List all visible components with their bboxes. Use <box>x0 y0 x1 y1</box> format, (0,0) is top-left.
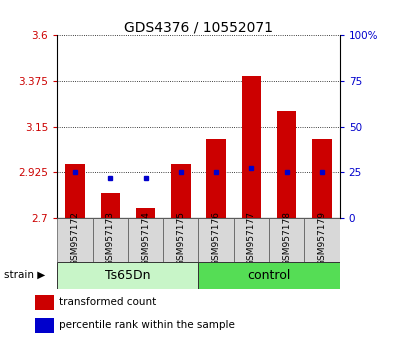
Text: strain ▶: strain ▶ <box>4 270 45 280</box>
Text: GSM957177: GSM957177 <box>247 211 256 267</box>
Text: GSM957175: GSM957175 <box>176 211 185 267</box>
FancyBboxPatch shape <box>234 218 269 262</box>
Title: GDS4376 / 10552071: GDS4376 / 10552071 <box>124 20 273 34</box>
Text: transformed count: transformed count <box>59 297 157 307</box>
Text: GSM957179: GSM957179 <box>318 211 327 267</box>
Bar <box>277 112 297 218</box>
FancyBboxPatch shape <box>57 262 199 289</box>
FancyBboxPatch shape <box>57 218 92 262</box>
Bar <box>136 207 155 218</box>
Text: GSM957172: GSM957172 <box>70 211 79 267</box>
Bar <box>35 318 54 332</box>
Text: percentile rank within the sample: percentile rank within the sample <box>59 320 235 330</box>
FancyBboxPatch shape <box>92 218 128 262</box>
Bar <box>35 295 54 310</box>
FancyBboxPatch shape <box>269 218 305 262</box>
FancyBboxPatch shape <box>199 262 340 289</box>
FancyBboxPatch shape <box>128 218 163 262</box>
Bar <box>171 164 190 218</box>
Bar <box>65 164 85 218</box>
Bar <box>312 139 332 218</box>
Text: GSM957173: GSM957173 <box>106 211 115 267</box>
Bar <box>100 193 120 218</box>
Bar <box>242 76 261 218</box>
Text: GSM957178: GSM957178 <box>282 211 291 267</box>
Text: GSM957174: GSM957174 <box>141 211 150 267</box>
FancyBboxPatch shape <box>305 218 340 262</box>
FancyBboxPatch shape <box>199 218 234 262</box>
Text: Ts65Dn: Ts65Dn <box>105 269 150 282</box>
FancyBboxPatch shape <box>163 218 199 262</box>
Bar <box>207 139 226 218</box>
Text: control: control <box>247 269 291 282</box>
Text: GSM957176: GSM957176 <box>212 211 221 267</box>
